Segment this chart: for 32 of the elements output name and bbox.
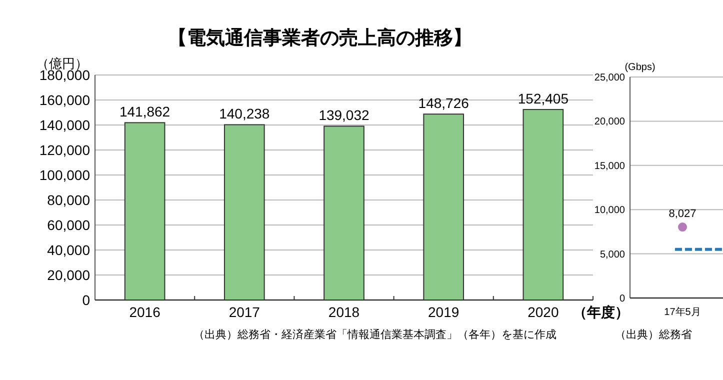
text: （出典）総務省・経済産業省「情報通信業基本調査」（各年）を基に作成: [194, 328, 556, 341]
y-tick-label: 15,000: [594, 160, 626, 172]
y-tick-label: 5,000: [600, 249, 626, 260]
x-tick-label: 2017: [228, 304, 260, 320]
x-tick-label: 2019: [428, 304, 460, 320]
y-tick-label: 120,000: [39, 142, 90, 158]
y-tick-label: 160,000: [39, 92, 90, 108]
y-tick-label: 20,000: [47, 266, 90, 283]
data-label: 148,726: [418, 95, 470, 112]
y-tick-label: 40,000: [47, 242, 90, 258]
x-tick-label: 2020: [528, 304, 559, 320]
data-label: 140,238: [219, 106, 270, 122]
data-label: 141,862: [119, 104, 170, 120]
x-tick-label: 17年5月: [664, 306, 701, 318]
data-label: 152,405: [518, 90, 569, 106]
y-tick-label: 10,000: [594, 205, 626, 216]
chart-title: 【電気通信事業者の売上高の推移】: [168, 27, 472, 49]
data-label: 8,027: [668, 208, 696, 220]
x-tick-label: 2016: [129, 304, 161, 320]
y-tick-label: 0: [619, 294, 626, 304]
y-tick-label: 0: [82, 292, 90, 308]
x-tick-label: 2018: [328, 304, 360, 320]
y-tick-label: 60,000: [47, 216, 90, 233]
y-tick-label: 25,000: [594, 72, 626, 84]
y-axis-title: (Gbps): [624, 62, 656, 73]
x-axis-title: （年度）: [573, 304, 630, 320]
y-tick-label: 100,000: [39, 166, 90, 183]
y-tick-label: 80,000: [47, 192, 90, 208]
y-tick-label: 20,000: [594, 116, 626, 128]
y-tick-label: 140,000: [39, 116, 90, 133]
text: （出典）総務省: [615, 328, 692, 341]
data-label: 139,032: [318, 107, 370, 124]
